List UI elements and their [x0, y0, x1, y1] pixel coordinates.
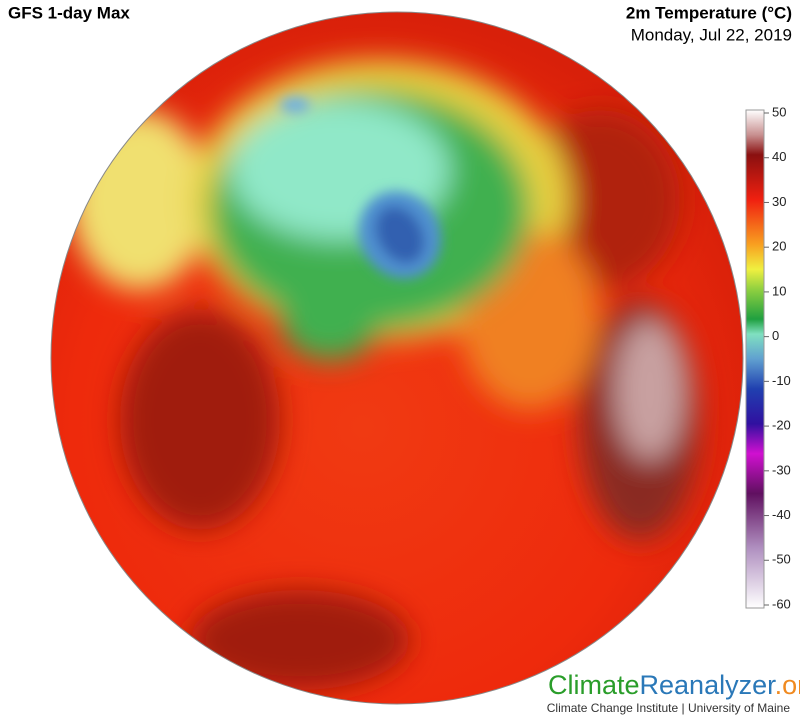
- colorbar-tick-label: 0: [772, 328, 779, 343]
- colorbar-tick-label: 40: [772, 149, 786, 164]
- colorbar-ticks: 50 40 30 20 10 0 -10 -20 -30 -40 -50 -60: [764, 104, 791, 611]
- credit: Climate Change Institute | University of…: [547, 701, 791, 715]
- colorbar-tick-label: -20: [772, 418, 791, 433]
- colorbar-tick-label: -40: [772, 507, 791, 522]
- logo-org: .org: [775, 670, 800, 700]
- logo-climate: Climate: [548, 670, 640, 700]
- colorbar: [745, 109, 765, 609]
- colorbar-tick-label: 10: [772, 283, 786, 298]
- colorbar-tick-label: -30: [772, 462, 791, 477]
- title: GFS 1-day Max: [8, 3, 130, 22]
- colorbar-tick-label: -10: [772, 373, 791, 388]
- colorbar-tick-label: -60: [772, 596, 791, 611]
- globe-outline: [50, 11, 744, 705]
- colorbar-tick-label: 50: [772, 104, 786, 119]
- logo-reanalyzer: Reanalyzer: [640, 670, 777, 700]
- colorbar-tick-label: 20: [772, 239, 786, 254]
- logo: ClimateReanalyzer.org: [548, 670, 800, 700]
- globe: [51, 12, 743, 704]
- date: Monday, Jul 22, 2019: [631, 25, 792, 44]
- colorbar-tick-label: -50: [772, 552, 791, 567]
- variable: 2m Temperature (°C): [626, 3, 792, 22]
- colorbar-tick-label: 30: [772, 194, 786, 209]
